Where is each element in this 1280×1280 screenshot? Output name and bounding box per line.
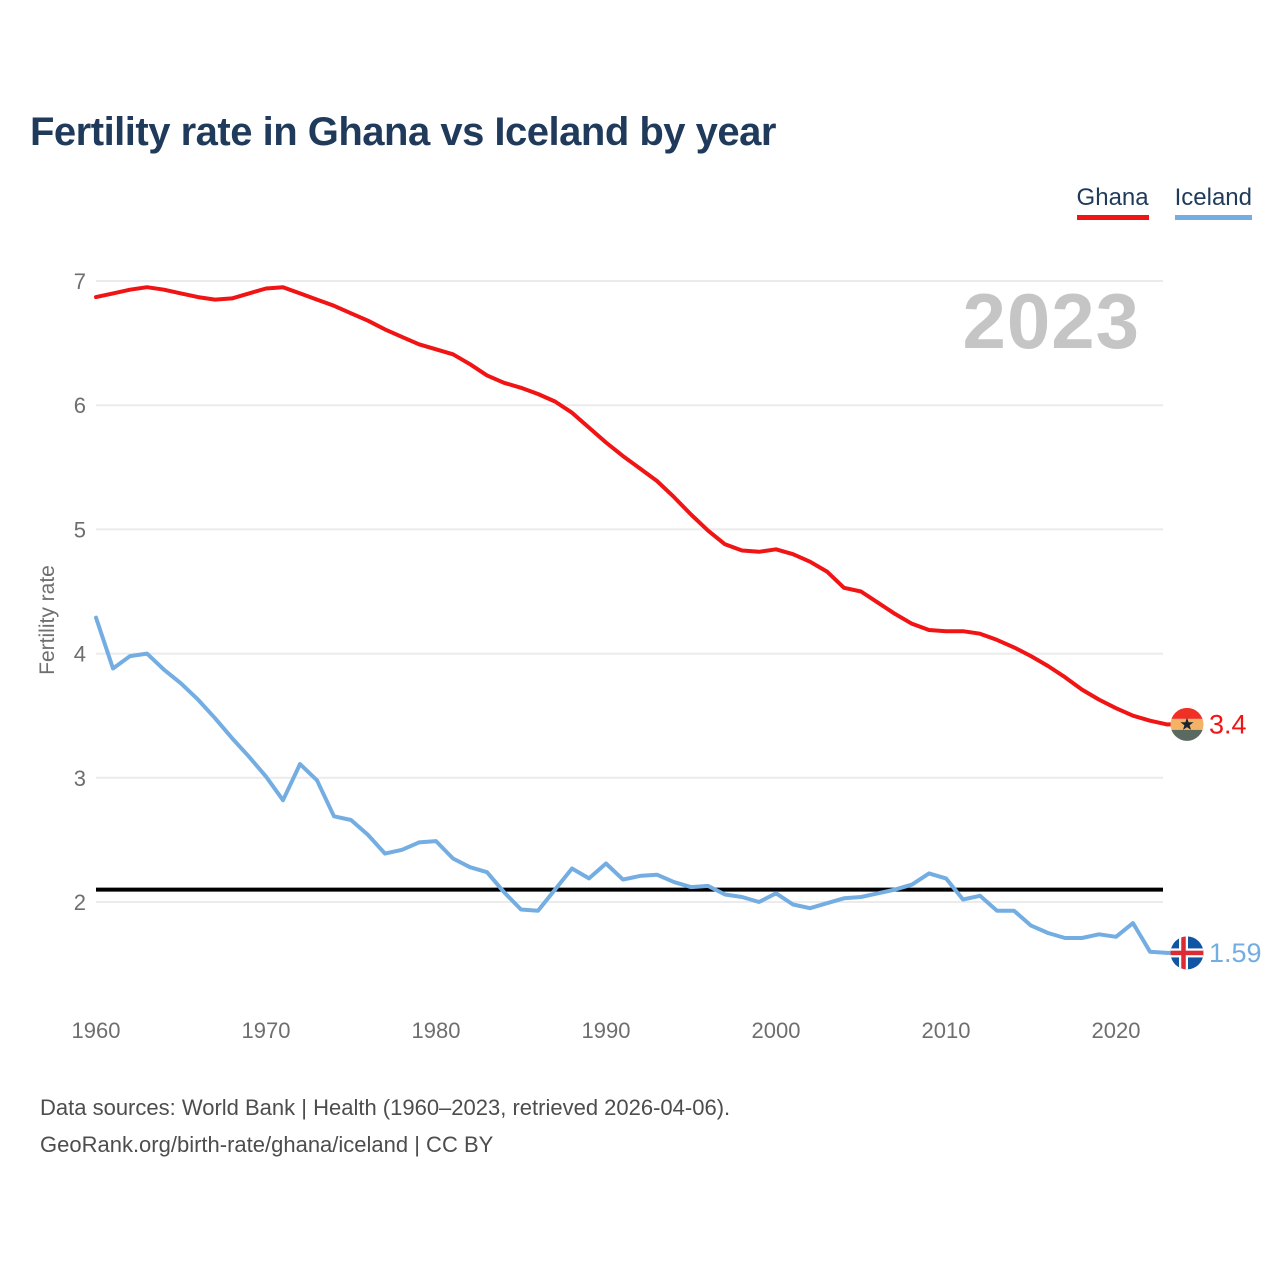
iceland-end-value: 1.59	[1209, 938, 1262, 968]
footer-attribution-line: GeoRank.org/birth-rate/ghana/iceland | C…	[40, 1132, 494, 1157]
chart-title: Fertility rate in Ghana vs Iceland by ye…	[30, 110, 776, 154]
y-tick-label: 5	[74, 517, 86, 542]
legend-label-ghana: Ghana	[1076, 184, 1149, 220]
footer-sources-line: Data sources: World Bank | Health (1960–…	[40, 1095, 731, 1120]
legend: Ghana Iceland	[1076, 184, 1252, 220]
x-tick-label: 1970	[242, 1018, 291, 1043]
y-tick-label: 3	[74, 766, 86, 791]
y-tick-label: 4	[74, 642, 86, 667]
y-tick-label: 2	[74, 890, 86, 915]
x-tick-label: 2020	[1092, 1018, 1141, 1043]
x-tick-label: 1990	[582, 1018, 631, 1043]
ghana-flag-icon	[1170, 707, 1204, 741]
iceland-line	[94, 615, 1169, 955]
footer: Data sources: World Bank | Health (1960–…	[40, 1089, 730, 1163]
x-tick-label: 2000	[752, 1018, 801, 1043]
iceland-flag-icon	[1170, 936, 1204, 970]
y-tick-label: 6	[74, 393, 86, 418]
ghana-end-value: 3.4	[1209, 709, 1247, 739]
x-tick-label: 2010	[922, 1018, 971, 1043]
legend-label-iceland: Iceland	[1174, 184, 1252, 220]
legend-item-ghana[interactable]: Ghana	[1076, 184, 1149, 220]
x-tick-label: 1980	[412, 1018, 461, 1043]
legend-item-iceland[interactable]: Iceland	[1174, 184, 1252, 220]
x-tick-label: 1960	[72, 1018, 121, 1043]
y-tick-label: 7	[74, 269, 86, 294]
ghana-line	[94, 285, 1169, 727]
